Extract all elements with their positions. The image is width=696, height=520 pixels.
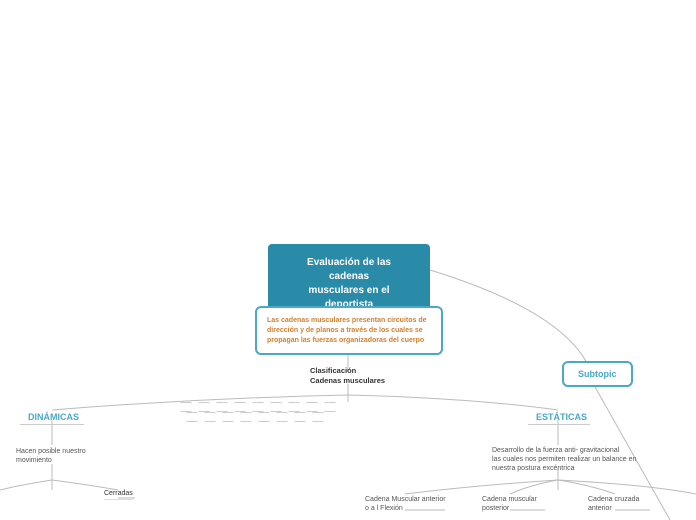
subtopic-label: Subtopic xyxy=(578,369,617,379)
estaticas-desc: Desarrollo de la fuerza anti- gravitacio… xyxy=(492,446,636,473)
desc-line2: dirección y de planos a través de los cu… xyxy=(267,326,431,336)
description-node[interactable]: Las cadenas musculares presentan circuit… xyxy=(255,306,443,355)
estaticas-child-0[interactable]: Cadena Muscular anterior o a l Flexión xyxy=(365,495,446,513)
desc-line3: propagan las fuerzas organizadoras del c… xyxy=(267,336,431,346)
classification-node[interactable]: Clasificación Cadenas musculares xyxy=(310,366,385,386)
estaticas-node[interactable]: ESTÁTICAS xyxy=(528,410,590,425)
dinamicas-desc-line1: Hacen posible nuestro xyxy=(16,447,86,456)
estaticas-child-1[interactable]: Cadena muscular posterior xyxy=(482,495,537,513)
desc-line1: Las cadenas musculares presentan circuit… xyxy=(267,316,431,326)
estaticas-child-2[interactable]: Cadena cruzada anterior xyxy=(588,495,639,513)
child0-line1: Cadena Muscular anterior xyxy=(365,495,446,504)
child2-line1: Cadena cruzada xyxy=(588,495,639,504)
child1-line2: posterior xyxy=(482,504,537,513)
estaticas-desc-line2: las cuales nos permiten realizar un bala… xyxy=(492,455,636,464)
estaticas-desc-line1: Desarrollo de la fuerza anti- gravitacio… xyxy=(492,446,636,455)
estaticas-desc-line3: nuestra postura excéntrica xyxy=(492,464,636,473)
root-line1: Evaluación de las cadenas xyxy=(286,256,412,284)
child1-line1: Cadena muscular xyxy=(482,495,537,504)
dash-decoration xyxy=(180,402,336,412)
cerradas-node[interactable]: Cerradas xyxy=(104,490,133,500)
classification-line1: Clasificación xyxy=(310,366,385,376)
dinamicas-label: DINÁMICAS xyxy=(28,412,79,422)
child2-line2: anterior xyxy=(588,504,639,513)
subtopic-node[interactable]: Subtopic xyxy=(562,361,633,387)
estaticas-label: ESTÁTICAS xyxy=(536,412,587,422)
cerradas-label: Cerradas xyxy=(104,490,133,497)
dinamicas-desc: Hacen posible nuestro movimiento xyxy=(16,447,86,465)
dinamicas-desc-line2: movimiento xyxy=(16,456,86,465)
classification-line2: Cadenas musculares xyxy=(310,376,385,386)
child0-line2: o a l Flexión xyxy=(365,504,446,513)
dinamicas-node[interactable]: DINÁMICAS xyxy=(20,410,84,425)
dash-decoration-2 xyxy=(186,412,324,422)
